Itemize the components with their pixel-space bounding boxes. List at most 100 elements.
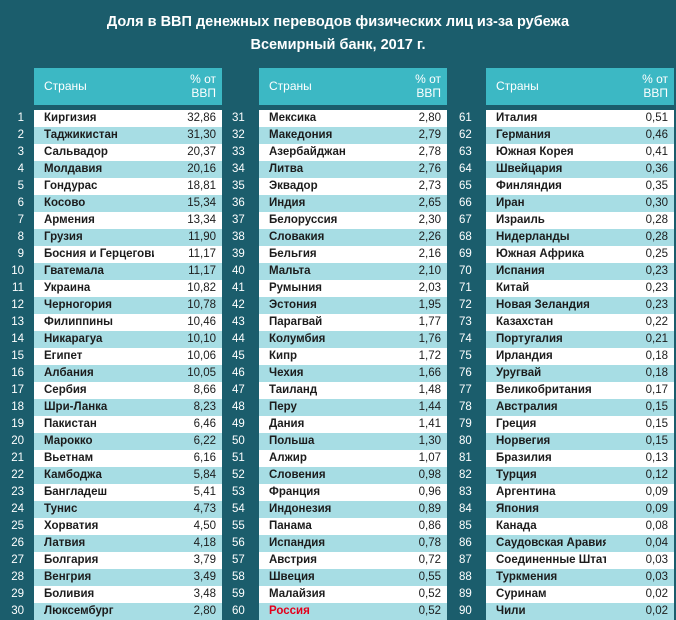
rank-cell: 38 — [232, 231, 245, 243]
country-cell: Индия — [259, 195, 379, 212]
rank-cell: 63 — [459, 146, 472, 158]
percent-cell: 0,25 — [606, 246, 674, 263]
country-cell: Малайзия — [259, 586, 379, 603]
rank-cell: 66 — [459, 197, 472, 209]
percent-cell: 0,15 — [606, 433, 674, 450]
table-row: 89 Суринам 0,02 — [452, 586, 676, 603]
percent-cell: 0,46 — [606, 127, 674, 144]
table-row: 17 Сербия 8,66 — [0, 382, 224, 399]
country-cell: Тунис — [34, 501, 154, 518]
country-cell: Хорватия — [34, 518, 154, 535]
rank-cell: 60 — [232, 605, 245, 617]
percent-cell: 15,34 — [154, 195, 222, 212]
rank-cell: 19 — [11, 418, 24, 430]
rank-cell: 89 — [459, 588, 472, 600]
table-row: 8 Грузия 11,90 — [0, 229, 224, 246]
table-row: 40 Мальта 2,10 — [225, 263, 449, 280]
percent-cell: 0,21 — [606, 331, 674, 348]
table-row: 75 Ирландия 0,18 — [452, 348, 676, 365]
table-row: 46 Чехия 1,66 — [225, 365, 449, 382]
country-cell: Кипр — [259, 348, 379, 365]
table-row: 62 Германия 0,46 — [452, 127, 676, 144]
table-row: 48 Перу 1,44 — [225, 399, 449, 416]
percent-cell: 1,95 — [379, 297, 447, 314]
table-row: 83 Аргентина 0,09 — [452, 484, 676, 501]
table-row: 55 Панама 0,86 — [225, 518, 449, 535]
table-row: 4 Молдавия 20,16 — [0, 161, 224, 178]
rank-cell: 59 — [232, 588, 245, 600]
rank-cell: 55 — [232, 520, 245, 532]
percent-cell: 2,26 — [379, 229, 447, 246]
rank-cell: 35 — [232, 180, 245, 192]
country-cell: Бельгия — [259, 246, 379, 263]
country-cell: Белоруссия — [259, 212, 379, 229]
country-cell: Парагвай — [259, 314, 379, 331]
rank-cell: 41 — [232, 282, 245, 294]
percent-cell: 6,46 — [154, 416, 222, 433]
country-cell: Швеция — [259, 569, 379, 586]
rank-cell: 84 — [459, 503, 472, 515]
table-row: 80 Норвегия 0,15 — [452, 433, 676, 450]
table-row: 36 Индия 2,65 — [225, 195, 449, 212]
table-rows: 31 Мексика 2,80 32 Македония 2,79 33 Азербайджа… — [225, 110, 449, 620]
rank-cell: 16 — [11, 367, 24, 379]
percent-cell: 0,13 — [606, 450, 674, 467]
table-row: 49 Дания 1,41 — [225, 416, 449, 433]
country-cell: Россия — [259, 603, 379, 620]
header-percent: % от ВВП — [379, 68, 447, 105]
percent-cell: 10,82 — [154, 280, 222, 297]
percent-cell: 2,80 — [379, 110, 447, 127]
percent-cell: 20,16 — [154, 161, 222, 178]
percent-cell: 0,12 — [606, 467, 674, 484]
percent-cell: 11,17 — [154, 263, 222, 280]
rank-cell: 72 — [459, 299, 472, 311]
percent-cell: 31,30 — [154, 127, 222, 144]
table-row: 3 Сальвадор 20,37 — [0, 144, 224, 161]
country-cell: Казахстан — [486, 314, 606, 331]
table-row: 2 Таджикистан 31,30 — [0, 127, 224, 144]
table-row: 57 Австрия 0,72 — [225, 552, 449, 569]
percent-cell: 10,05 — [154, 365, 222, 382]
table-row: 11 Украина 10,82 — [0, 280, 224, 297]
percent-cell: 2,76 — [379, 161, 447, 178]
table-row: 90 Чили 0,02 — [452, 603, 676, 620]
rank-cell: 22 — [11, 469, 24, 481]
header-country: Страны — [486, 68, 606, 105]
country-cell: Панама — [259, 518, 379, 535]
country-cell: Соединенные Штаты — [486, 552, 618, 569]
rank-cell: 2 — [17, 129, 24, 141]
rank-cell: 78 — [459, 401, 472, 413]
table-row: 74 Португалия 0,21 — [452, 331, 676, 348]
country-cell: Таиланд — [259, 382, 379, 399]
table-row: 70 Испания 0,23 — [452, 263, 676, 280]
percent-cell: 2,16 — [379, 246, 447, 263]
country-cell: Финляндия — [486, 178, 606, 195]
table-row: 18 Шри-Ланка 8,23 — [0, 399, 224, 416]
rank-cell: 79 — [459, 418, 472, 430]
table-row: 5 Гондурас 18,81 — [0, 178, 224, 195]
rank-cell: 28 — [11, 571, 24, 583]
country-cell: Эстония — [259, 297, 379, 314]
rank-cell: 46 — [232, 367, 245, 379]
country-cell: Литва — [259, 161, 379, 178]
rank-cell: 68 — [459, 231, 472, 243]
country-cell: Саудовская Аравия — [486, 535, 609, 552]
rank-cell: 83 — [459, 486, 472, 498]
percent-cell: 0,09 — [606, 501, 674, 518]
country-cell: Израиль — [486, 212, 606, 229]
header-percent: % от ВВП — [606, 68, 674, 105]
table-row: 76 Уругвай 0,18 — [452, 365, 676, 382]
country-cell: Венгрия — [34, 569, 154, 586]
percent-cell: 0,51 — [606, 110, 674, 127]
rank-cell: 44 — [232, 333, 245, 345]
country-cell: Италия — [486, 110, 606, 127]
rank-cell: 40 — [232, 265, 245, 277]
table-row: 68 Нидерланды 0,28 — [452, 229, 676, 246]
country-cell: Дания — [259, 416, 379, 433]
rank-cell: 36 — [232, 197, 245, 209]
rank-cell: 64 — [459, 163, 472, 175]
percent-cell: 0,98 — [379, 467, 447, 484]
country-cell: Индонезия — [259, 501, 379, 518]
percent-cell: 13,34 — [154, 212, 222, 229]
percent-cell: 4,73 — [154, 501, 222, 518]
